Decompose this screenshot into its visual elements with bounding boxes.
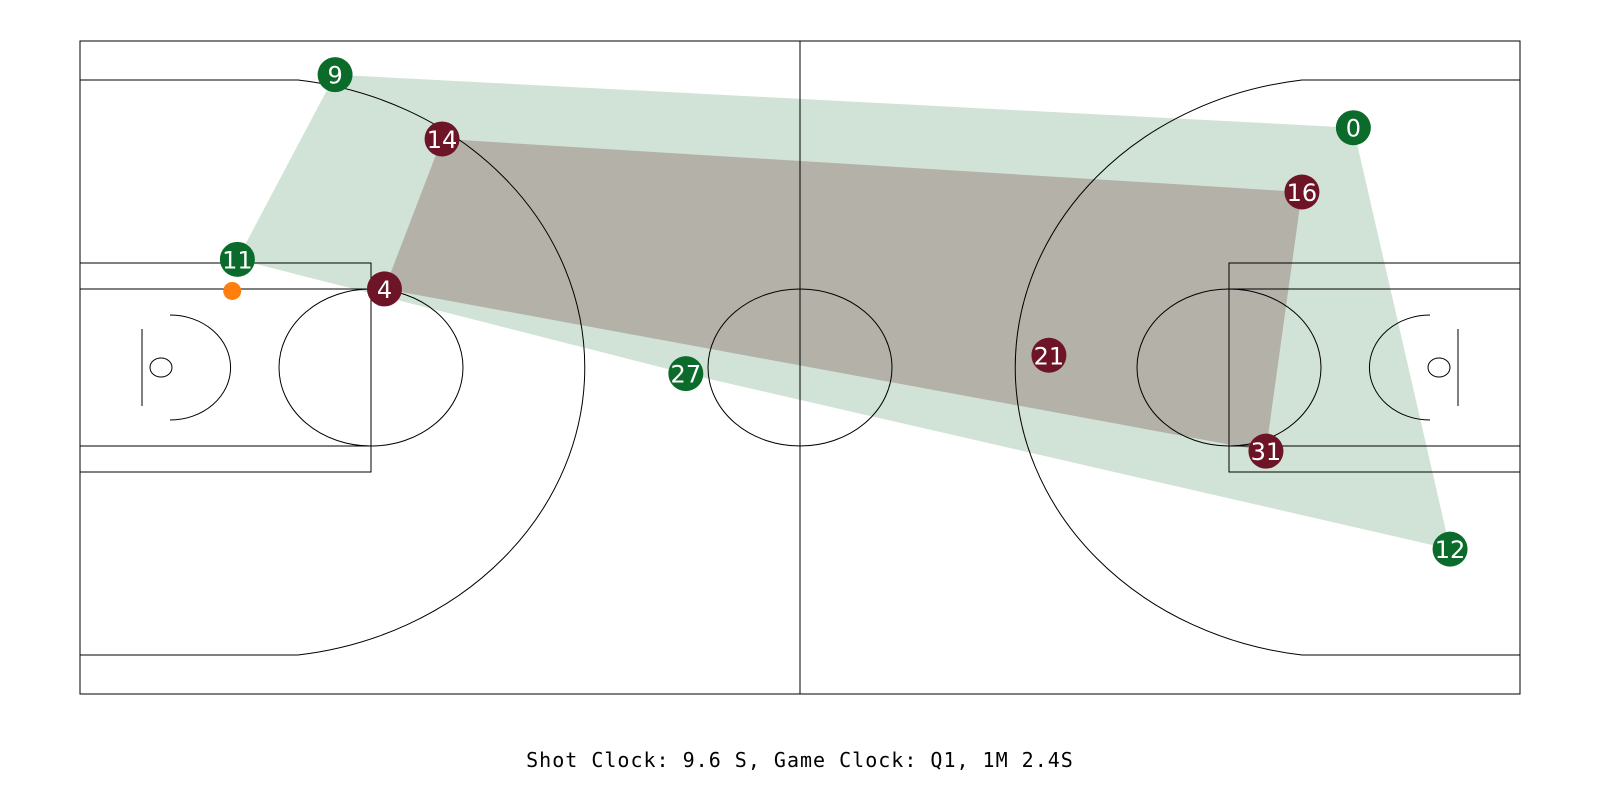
home-player-11: 11 xyxy=(219,241,255,277)
home-player-27: 27 xyxy=(668,356,704,392)
home-player-marker xyxy=(1335,110,1371,146)
right-lane-inner xyxy=(1228,288,1521,447)
home-player-number: 11 xyxy=(222,246,253,274)
left-three-point-line xyxy=(80,79,586,656)
home-player-number: 9 xyxy=(327,62,342,90)
away-player-marker xyxy=(366,271,402,307)
right-restricted-arc xyxy=(1368,314,1431,421)
court-lines xyxy=(79,40,1521,695)
away-player-16: 16 xyxy=(1284,174,1320,210)
away-player-number: 16 xyxy=(1287,179,1318,207)
away-team-hull xyxy=(384,138,1302,452)
home-player-0: 0 xyxy=(1335,110,1371,146)
away-player-14: 14 xyxy=(424,121,460,157)
left-restricted-arc xyxy=(169,314,232,421)
home-player-marker xyxy=(317,57,353,93)
right-free-throw-circle xyxy=(1136,288,1322,447)
away-player-number: 14 xyxy=(427,126,458,154)
away-player-31: 31 xyxy=(1248,433,1284,469)
left-lane-inner xyxy=(79,288,372,447)
away-player-number: 4 xyxy=(377,276,392,304)
away-player-number: 21 xyxy=(1034,342,1065,370)
home-player-marker xyxy=(668,356,704,392)
right-hoop xyxy=(1427,357,1451,378)
away-player-marker xyxy=(1248,433,1284,469)
players-layer: 9 11 27 0 12 14 4 21 16 31 xyxy=(219,57,1468,567)
left-hoop xyxy=(149,357,173,378)
home-player-9: 9 xyxy=(317,57,353,93)
home-player-number: 0 xyxy=(1346,115,1361,143)
away-player-number: 31 xyxy=(1251,438,1282,466)
away-player-21: 21 xyxy=(1031,337,1067,373)
basketball-court: 9 11 27 0 12 14 4 21 16 31 xyxy=(79,40,1521,695)
clock-caption: Shot Clock: 9.6 S, Game Clock: Q1, 1M 2.… xyxy=(526,748,1074,772)
away-player-marker xyxy=(1031,337,1067,373)
home-player-marker xyxy=(219,241,255,277)
away-player-marker xyxy=(424,121,460,157)
ball xyxy=(223,281,242,300)
home-player-marker xyxy=(1432,531,1468,567)
home-player-number: 27 xyxy=(671,361,702,389)
away-player-marker xyxy=(1284,174,1320,210)
away-player-4: 4 xyxy=(366,271,402,307)
center-circle xyxy=(707,288,893,447)
home-player-12: 12 xyxy=(1432,531,1468,567)
right-three-point-line xyxy=(1014,79,1520,656)
home-player-number: 12 xyxy=(1435,536,1466,564)
